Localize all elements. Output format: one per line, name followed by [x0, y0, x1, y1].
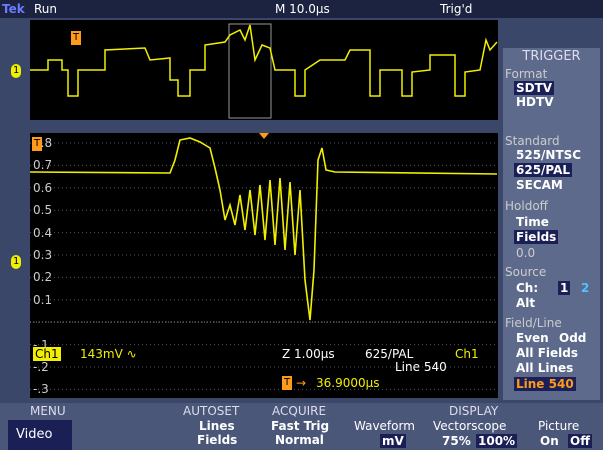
option[interactable]: 75%	[442, 434, 471, 448]
option[interactable]: On	[540, 434, 559, 448]
option[interactable]: Alt	[516, 296, 535, 310]
video-standard: 625/PAL	[365, 347, 413, 361]
channel-readout: Ch1	[33, 347, 61, 361]
vertical-scale: 143mV ∿	[80, 347, 137, 361]
option[interactable]: Fast Trig	[271, 419, 329, 433]
holdoff-value: 0.0	[516, 246, 535, 260]
option-label[interactable]: Picture	[538, 419, 579, 433]
graticule-label: 0.6	[33, 181, 52, 195]
overview-channel-marker: 1	[11, 64, 21, 78]
trigger-icon: T	[282, 376, 292, 390]
graticule-label: 0.4	[33, 226, 52, 240]
section-label: Field/Line	[505, 316, 562, 330]
source-prefix: Ch:	[516, 281, 538, 295]
option-selected[interactable]: Line 540	[514, 377, 576, 391]
trigger-position: 36.9000µs	[316, 376, 380, 390]
channel-selected[interactable]: 1	[558, 281, 570, 295]
zoom-channel-marker: 1	[11, 255, 21, 269]
graticule-label: -.3	[33, 382, 49, 396]
trigger-line: Line 540	[395, 360, 447, 374]
section-label: Holdoff	[505, 199, 548, 213]
menu-title: TRIGGER	[503, 50, 600, 64]
zoom-trigger-marker: T	[32, 137, 42, 151]
section-label: Format	[505, 67, 547, 81]
menu-title: AUTOSET	[183, 404, 239, 418]
zoom-scale: Z 1.00µs	[282, 347, 335, 361]
graticule-label: 0.5	[33, 203, 52, 217]
option[interactable]: Even	[516, 331, 549, 345]
graticule-label: 0.7	[33, 158, 52, 172]
option[interactable]: Normal	[275, 433, 324, 447]
option[interactable]: All Lines	[516, 361, 573, 375]
overview-trigger-marker: T	[71, 31, 81, 45]
graticule-label: -.2	[33, 360, 49, 374]
section-label: Standard	[505, 134, 560, 148]
option-label[interactable]: Vectorscope	[433, 419, 506, 433]
option-label[interactable]: Waveform	[354, 419, 415, 433]
option-selected[interactable]: Fields	[514, 230, 558, 244]
menu-title: ACQUIRE	[272, 404, 326, 418]
option[interactable]: Lines	[199, 419, 235, 433]
menu-title: MENU	[30, 404, 66, 418]
menu-title: DISPLAY	[449, 404, 498, 418]
option[interactable]: Fields	[197, 433, 237, 447]
option-selected[interactable]: Off	[568, 434, 592, 448]
option[interactable]: Time	[516, 215, 549, 229]
menu-value[interactable]: Video	[16, 428, 52, 442]
section-label: Source	[505, 265, 546, 279]
option[interactable]: Odd	[559, 331, 586, 345]
oscilloscope-screen: Tek Run M 10.0µs Trig'd T 1 1 0.80.70.60…	[0, 0, 603, 450]
option[interactable]: SECAM	[516, 178, 563, 192]
option-selected[interactable]: 625/PAL	[514, 163, 572, 177]
option[interactable]: All Fields	[516, 346, 578, 360]
graticule-label: 0.1	[33, 293, 52, 307]
option-selected[interactable]: mV	[380, 434, 406, 448]
graticule-label: 0.3	[33, 248, 52, 262]
option[interactable]: 525/NTSC	[516, 148, 581, 162]
option-selected[interactable]: SDTV	[514, 81, 554, 95]
trigger-source: Ch1	[455, 347, 479, 361]
graticule-label: 0.2	[33, 270, 52, 284]
option-selected[interactable]: 100%	[476, 434, 517, 448]
channel-option[interactable]: 2	[581, 281, 589, 295]
option[interactable]: HDTV	[516, 95, 553, 109]
